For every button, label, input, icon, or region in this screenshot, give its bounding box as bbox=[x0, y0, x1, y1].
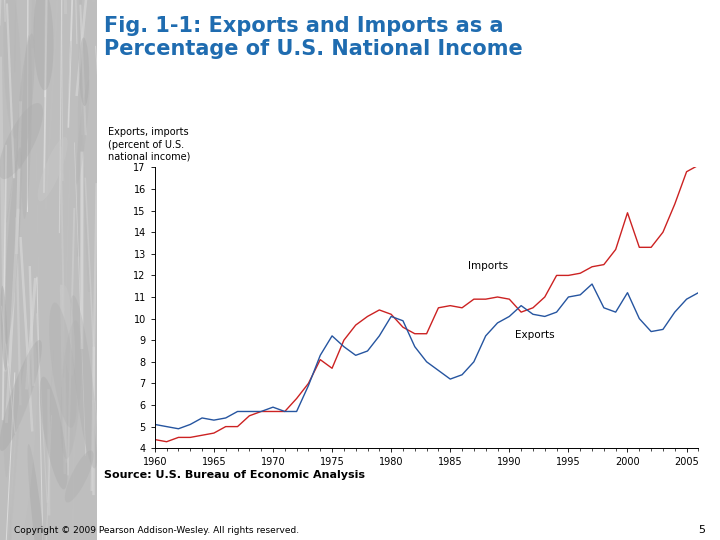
Text: 5: 5 bbox=[698, 524, 706, 535]
Ellipse shape bbox=[11, 341, 37, 540]
Ellipse shape bbox=[3, 0, 21, 138]
Ellipse shape bbox=[27, 444, 51, 540]
Ellipse shape bbox=[60, 320, 82, 459]
Ellipse shape bbox=[0, 340, 42, 451]
Text: Exports, imports
(percent of U.S.
national income): Exports, imports (percent of U.S. nation… bbox=[108, 127, 190, 162]
Ellipse shape bbox=[0, 103, 43, 179]
Text: Source: U.S. Bureau of Economic Analysis: Source: U.S. Bureau of Economic Analysis bbox=[104, 470, 365, 480]
Ellipse shape bbox=[76, 79, 90, 185]
Ellipse shape bbox=[79, 37, 89, 106]
Ellipse shape bbox=[40, 376, 68, 489]
Ellipse shape bbox=[17, 33, 35, 169]
Ellipse shape bbox=[37, 137, 68, 201]
Ellipse shape bbox=[33, 0, 53, 90]
Text: Copyright © 2009 Pearson Addison-Wesley. All rights reserved.: Copyright © 2009 Pearson Addison-Wesley.… bbox=[14, 525, 300, 535]
Ellipse shape bbox=[65, 450, 94, 503]
Text: Exports: Exports bbox=[516, 330, 555, 340]
Ellipse shape bbox=[70, 295, 98, 468]
Ellipse shape bbox=[49, 302, 77, 428]
Ellipse shape bbox=[1, 286, 8, 370]
Ellipse shape bbox=[4, 147, 22, 344]
Text: Imports: Imports bbox=[468, 261, 508, 271]
Ellipse shape bbox=[22, 35, 32, 219]
Ellipse shape bbox=[60, 285, 75, 376]
Text: Fig. 1-1: Exports and Imports as a
Percentage of U.S. National Income: Fig. 1-1: Exports and Imports as a Perce… bbox=[104, 16, 523, 59]
Ellipse shape bbox=[4, 366, 12, 477]
